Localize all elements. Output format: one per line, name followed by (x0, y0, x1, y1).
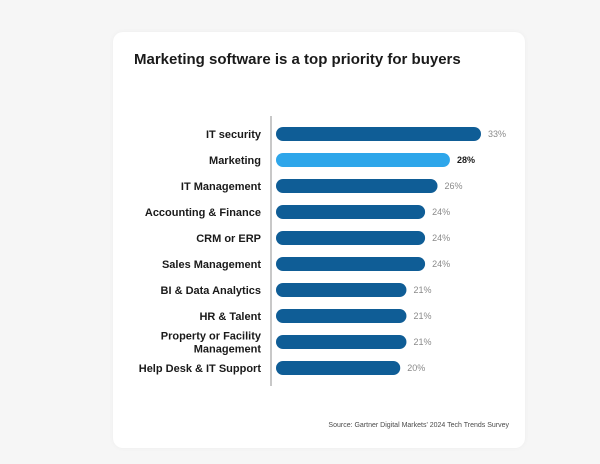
source-note: Source: Gartner Digital Markets' 2024 Te… (328, 422, 509, 429)
chart-title: Marketing software is a top priority for… (134, 51, 461, 68)
bar (276, 309, 407, 323)
bar (276, 361, 401, 375)
value-label: 21% (413, 311, 431, 321)
category-label: Accounting & Finance (145, 207, 261, 219)
bar (276, 231, 426, 245)
bar (276, 205, 426, 219)
value-label: 24% (432, 233, 450, 243)
value-label: 28% (457, 155, 475, 165)
bars-layer: IT security 33% Marketing 28% IT Management 2… (139, 116, 506, 386)
bar (276, 127, 481, 141)
category-label: Marketing (209, 155, 261, 167)
bar-highlight (276, 153, 450, 167)
bar (276, 257, 426, 271)
value-label: 21% (413, 337, 431, 347)
value-label: 20% (407, 363, 425, 373)
category-label: CRM or ERP (196, 233, 261, 245)
bar-chart: IT security 33% Marketing 28% IT Management 2… (139, 116, 506, 386)
value-label: 26% (445, 181, 463, 191)
category-label: Sales Management (162, 259, 261, 271)
value-label: 33% (488, 129, 506, 139)
category-label: BI & Data Analytics (161, 285, 261, 297)
category-label: HR & Talent (199, 311, 261, 323)
value-label: 24% (432, 259, 450, 269)
category-label: IT security (206, 129, 262, 141)
bar (276, 179, 438, 193)
chart-card: Marketing software is a top priority for… (113, 32, 525, 448)
value-label: 24% (432, 207, 450, 217)
bar (276, 283, 407, 297)
category-label: IT Management (181, 181, 261, 193)
bar (276, 335, 407, 349)
category-label: Property or Facility Management (161, 331, 262, 356)
value-label: 21% (413, 285, 431, 295)
category-label: Help Desk & IT Support (139, 363, 262, 375)
